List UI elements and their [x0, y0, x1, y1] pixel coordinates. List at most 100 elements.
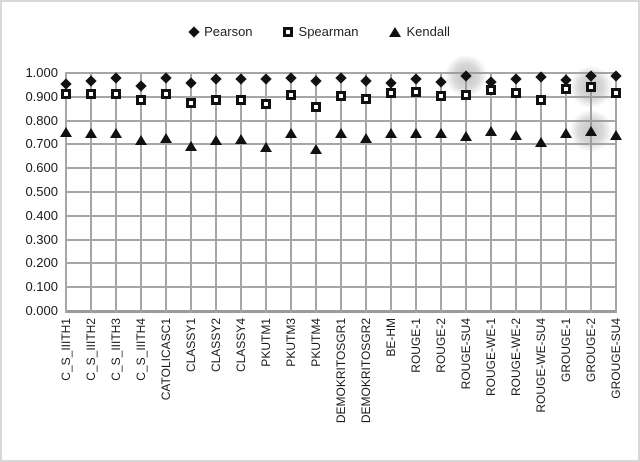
x-axis-category-label: ROUGE-SU4 — [459, 318, 473, 390]
legend-label-spearman: Spearman — [298, 24, 359, 39]
legend-label-pearson: Pearson — [204, 24, 253, 39]
v-gridline — [590, 73, 592, 313]
data-point-spearman — [111, 89, 121, 100]
x-axis-category-label: CLASSY2 — [209, 318, 223, 373]
x-axis-category-label: ROUGE-1 — [409, 318, 423, 373]
x-axis-category-label: ROUGE-WE-1 — [484, 318, 498, 396]
v-gridline — [65, 73, 67, 313]
x-axis-category-label: DEMOKRITOSGR1 — [334, 318, 348, 424]
x-axis-category-label: ROUGE-2 — [434, 318, 448, 373]
data-point-spearman — [561, 84, 571, 95]
v-gridline — [615, 73, 617, 313]
data-point-pearson — [185, 76, 197, 89]
data-point-kendall — [235, 133, 247, 144]
legend-item-kendall: Kendall — [388, 24, 450, 39]
y-axis-tick-label: 0.400 — [25, 207, 58, 223]
data-point-spearman — [61, 89, 71, 100]
v-gridline — [140, 73, 142, 313]
data-point-pearson — [85, 75, 97, 87]
data-point-kendall — [460, 131, 472, 142]
data-point-spearman — [536, 95, 546, 106]
x-axis-category-label: GROUGE-1 — [559, 318, 573, 383]
data-point-kendall — [60, 127, 72, 138]
data-point-spearman — [311, 101, 321, 112]
x-axis-category-label: C_S_IIITH4 — [134, 318, 148, 381]
v-gridline — [165, 73, 167, 313]
data-point-spearman — [461, 90, 471, 101]
x-axis-category-label: C_S_IIITH2 — [84, 318, 98, 381]
v-gridline — [90, 73, 92, 313]
data-point-spearman — [211, 94, 221, 105]
diamond-icon — [188, 25, 200, 38]
x-axis-category-label: PKUTM1 — [259, 318, 273, 367]
x-axis-category-label: GROUGE-SU4 — [609, 318, 623, 399]
data-point-pearson — [285, 72, 297, 85]
y-axis-tick-label: 0.100 — [25, 279, 58, 295]
data-point-kendall — [385, 127, 397, 138]
data-point-kendall — [585, 125, 597, 136]
legend-item-spearman: Spearman — [282, 24, 359, 39]
data-point-pearson — [110, 72, 122, 84]
data-point-kendall — [135, 135, 147, 146]
v-gridline — [240, 73, 242, 313]
data-point-spearman — [586, 82, 596, 93]
v-gridline — [365, 73, 367, 313]
v-gridline — [290, 73, 292, 313]
x-axis-category-label: PKUTM4 — [309, 318, 323, 367]
x-axis-category-label: GROUGE-2 — [584, 318, 598, 383]
data-point-spearman — [411, 86, 421, 97]
x-axis-category-label: CLASSY1 — [184, 318, 198, 373]
data-point-kendall — [260, 141, 272, 152]
v-gridline — [115, 73, 117, 313]
data-point-kendall — [285, 127, 297, 138]
v-gridline — [315, 73, 317, 313]
y-axis-tick-label: 0.900 — [25, 88, 58, 104]
data-point-spearman — [361, 94, 371, 105]
y-axis-tick-label: 1.000 — [25, 65, 58, 80]
data-point-kendall — [85, 127, 97, 138]
data-point-pearson — [610, 70, 622, 82]
v-gridline — [215, 73, 217, 313]
data-point-pearson — [335, 72, 347, 85]
x-axis-category-label: C_S_IIITH3 — [109, 318, 123, 381]
data-point-spearman — [611, 88, 621, 99]
data-point-pearson — [235, 73, 247, 85]
v-gridline — [265, 73, 267, 313]
data-point-pearson — [160, 72, 172, 84]
v-gridline — [540, 73, 542, 313]
data-point-kendall — [335, 127, 347, 138]
v-gridline — [190, 73, 192, 313]
y-axis-tick-label: 0.000 — [25, 303, 58, 318]
data-point-spearman — [336, 90, 346, 101]
data-point-pearson — [510, 73, 522, 85]
x-axis-category-label: BE-HM — [384, 318, 398, 357]
data-point-spearman — [186, 97, 196, 108]
x-axis-category-label: PKUTM3 — [284, 318, 298, 367]
data-point-pearson — [410, 73, 422, 85]
open-square-icon — [282, 26, 293, 37]
x-axis-category-label: ROUGE-WE-SU4 — [534, 318, 548, 413]
data-point-spearman — [511, 88, 521, 99]
data-point-pearson — [310, 75, 322, 87]
data-point-kendall — [535, 136, 547, 147]
data-point-kendall — [410, 127, 422, 138]
data-point-kendall — [110, 127, 122, 138]
legend-item-pearson: Pearson — [188, 24, 253, 39]
data-point-kendall — [185, 140, 197, 151]
data-point-kendall — [360, 133, 372, 144]
v-gridline — [390, 73, 392, 313]
data-point-kendall — [610, 129, 622, 140]
data-point-kendall — [210, 135, 222, 146]
y-axis-tick-label: 0.500 — [25, 184, 58, 199]
v-gridline — [515, 73, 517, 313]
data-point-kendall — [435, 127, 447, 138]
y-axis-tick-label: 0.300 — [25, 231, 58, 247]
data-point-spearman — [386, 87, 396, 98]
chart-legend: Pearson Spearman Kendall — [2, 24, 638, 39]
data-point-kendall — [160, 133, 172, 144]
data-point-pearson — [260, 73, 272, 85]
x-axis-category-label: CLASSY4 — [234, 318, 248, 373]
data-point-kendall — [560, 127, 572, 138]
data-point-kendall — [485, 126, 497, 137]
